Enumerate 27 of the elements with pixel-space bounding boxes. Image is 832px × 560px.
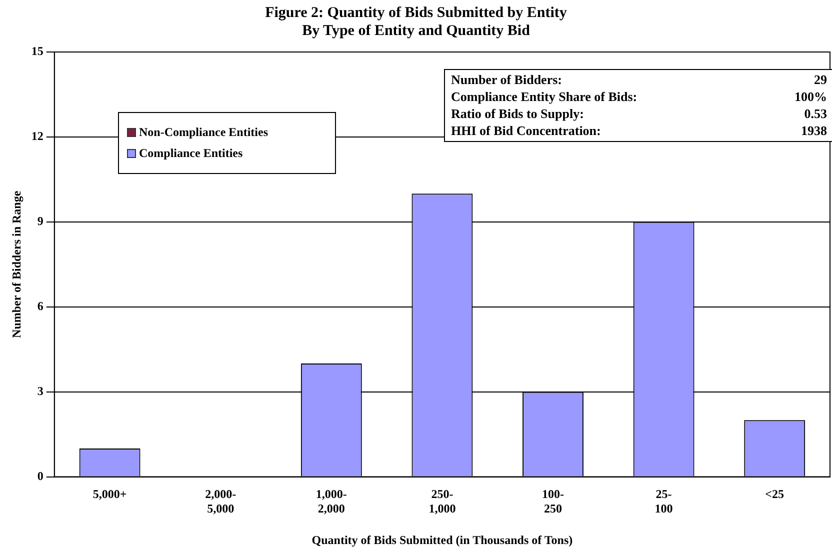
x-tick-label: 2,000-5,000 (205, 487, 236, 516)
y-tick-label: 12 (31, 129, 44, 144)
x-tick-label: 25-100 (654, 487, 673, 516)
y-axis-title: Number of Bidders in Range (9, 190, 24, 338)
legend-label: Non-Compliance Entities (138, 125, 269, 140)
annotation: Number of Bidders: (451, 72, 563, 88)
annotation: 1938 (800, 123, 827, 139)
annotation: HHI of Bid Concentration: (451, 123, 602, 139)
x-axis-title: Quantity of Bids Submitted (in Thousands of Tons) (312, 532, 573, 547)
y-tick-label: 6 (37, 298, 44, 313)
annotation: 29 (813, 72, 827, 88)
y-tick-label: 15 (31, 44, 44, 58)
x-tick-label: 100-250 (542, 487, 564, 516)
y-tick-label: 9 (37, 214, 44, 228)
x-tick-label: 5,000+ (92, 487, 127, 502)
y-tick-label: 0 (37, 468, 44, 483)
annotation: 0.53 (803, 106, 827, 122)
y-tick-label: 3 (37, 384, 44, 398)
x-tick-label: <25 (765, 487, 784, 502)
annotation: Ratio of Bids to Supply: (451, 106, 585, 122)
x-tick-label: 1,000-2,000 (316, 487, 347, 516)
chart-subtitle: By Type of Entity and Quantity Bid (301, 22, 531, 40)
legend-label: Compliance Entities (138, 146, 244, 161)
chart-title: Figure 2: Quantity of Bids Submitted by Entity (264, 4, 568, 22)
x-tick-label: 250-1,000 (428, 487, 456, 516)
annotation: Compliance Entity Share of Bids: (451, 89, 638, 105)
annotation: 100% (794, 89, 827, 105)
